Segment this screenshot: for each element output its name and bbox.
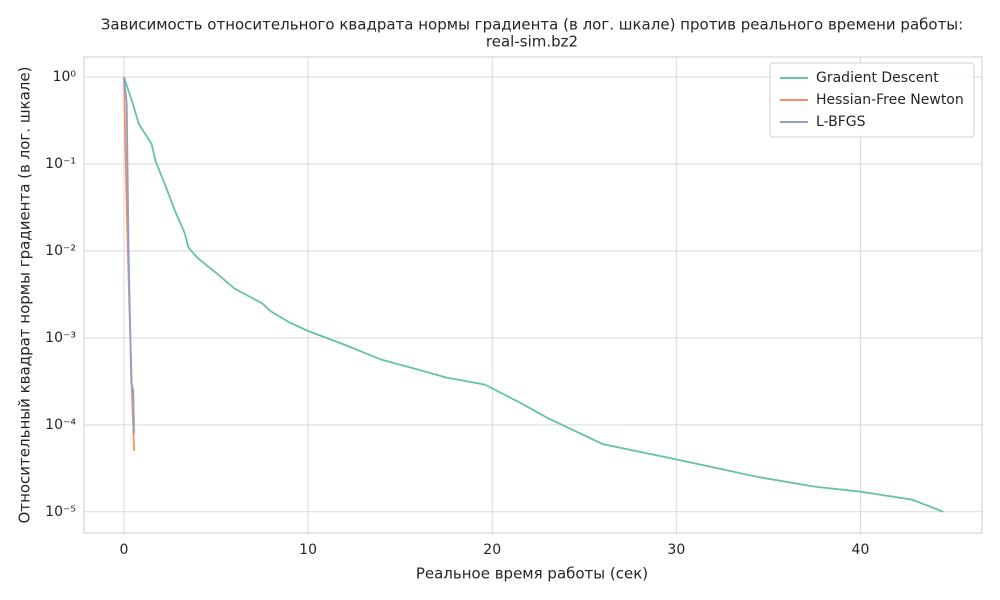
y-tick-label: 10⁻⁴	[45, 417, 76, 433]
legend-label: Hessian-Free Newton	[816, 92, 964, 108]
y-tick-label: 10⁻¹	[45, 156, 76, 172]
chart-title: Зависимость относительного квадрата норм…	[101, 16, 963, 34]
y-tick-label: 10⁻⁵	[45, 504, 76, 520]
x-tick-label: 20	[483, 542, 501, 558]
x-tick-label: 40	[852, 542, 870, 558]
plot-frame	[83, 56, 983, 534]
legend-label: Gradient Descent	[816, 70, 939, 86]
y-tick-label: 10⁻²	[45, 243, 76, 259]
y-tick-label: 10⁰	[53, 69, 77, 85]
line-series	[123, 76, 135, 434]
chart-subtitle: real-sim.bz2	[486, 33, 578, 51]
x-axis-label: Реальное время работы (сек)	[416, 565, 648, 583]
x-tick-label: 30	[667, 542, 685, 558]
line-series	[123, 76, 944, 513]
y-tick-label: 10⁻³	[45, 330, 76, 346]
y-axis-label: Относительный квадрат нормы градиента (в…	[16, 67, 34, 524]
legend-label: L-BFGS	[816, 114, 866, 130]
x-tick-label: 10	[299, 542, 317, 558]
legend-box	[769, 62, 975, 138]
x-tick-label: 0	[119, 542, 128, 558]
